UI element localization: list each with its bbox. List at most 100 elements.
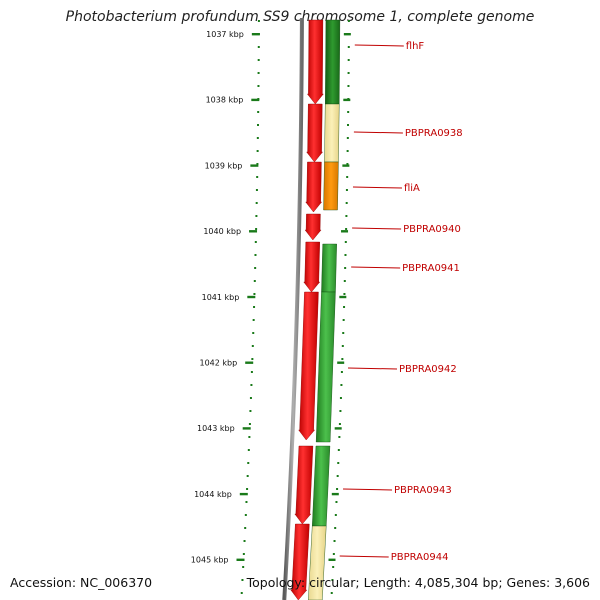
major-tick xyxy=(250,164,259,167)
minor-tick xyxy=(256,137,259,139)
minor-tick xyxy=(257,72,260,74)
tick-label: 1044 kbp xyxy=(194,490,232,499)
forward-gene-arrow xyxy=(298,291,319,441)
major-tick xyxy=(331,492,339,496)
label-leader-line xyxy=(343,488,393,491)
minor-tick xyxy=(247,462,250,464)
minor-tick xyxy=(251,358,254,360)
minor-tick xyxy=(347,124,350,126)
minor-tick xyxy=(242,566,245,568)
minor-tick xyxy=(242,553,245,555)
minor-tick xyxy=(241,579,244,581)
minor-tick xyxy=(257,20,260,22)
minor-tick xyxy=(341,358,344,360)
minor-tick xyxy=(246,488,249,490)
label-leader-line xyxy=(347,367,398,370)
minor-tick xyxy=(344,254,347,256)
label-leader-line xyxy=(352,186,402,189)
minor-tick xyxy=(248,423,251,425)
tick-marks: 1037 kbp 1038 kbp 1039 kbp 1040 kbp 1041 kbp… xyxy=(191,30,351,565)
backbone-line xyxy=(282,17,304,600)
forward-gene-arrow xyxy=(294,445,314,525)
minor-tick xyxy=(347,111,350,113)
tick-label: 1039 kbp xyxy=(205,161,243,170)
minor-tick xyxy=(251,345,254,347)
genome-summary: Topology: circular; Length: 4,085,304 bp… xyxy=(246,575,590,590)
minor-tick xyxy=(244,527,247,529)
minor-tick xyxy=(336,475,339,477)
reverse-gene-bar xyxy=(312,445,331,527)
minor-tick xyxy=(342,332,345,334)
minor-tick xyxy=(252,332,255,334)
major-tick xyxy=(236,558,245,561)
label-leader-line xyxy=(353,131,403,134)
minor-tick xyxy=(346,163,349,165)
minor-tick xyxy=(334,527,337,529)
minor-tick xyxy=(339,410,342,412)
major-tick xyxy=(251,98,260,102)
minor-tick xyxy=(332,553,335,555)
major-tick xyxy=(342,164,350,167)
minor-tick xyxy=(243,540,246,542)
minor-tick xyxy=(255,202,258,204)
minor-tick xyxy=(255,189,258,191)
gene-labels: flhF PBPRA0938 fliA PBPRA0940 PBPRA0941 PBPRA… xyxy=(339,41,463,563)
tick-label: 1040 kbp xyxy=(203,227,241,236)
gene-label: PBPRA0944 xyxy=(391,552,449,563)
forward-gene-arrow xyxy=(290,523,310,600)
minor-tick xyxy=(257,46,260,48)
minor-tick xyxy=(246,475,249,477)
minor-tick xyxy=(253,293,256,295)
minor-tick xyxy=(254,241,257,243)
minor-tick xyxy=(249,410,252,412)
gene-label: flhF xyxy=(406,41,425,52)
forward-strand-genes xyxy=(290,19,324,600)
minor-tick xyxy=(347,59,350,61)
major-tick xyxy=(341,230,349,233)
minor-tick xyxy=(347,72,350,74)
minor-tick xyxy=(247,449,250,451)
minor-tick xyxy=(341,345,344,347)
minor-tick xyxy=(253,306,256,308)
minor-tick xyxy=(347,20,350,22)
minor-tick xyxy=(256,150,259,152)
minor-tick xyxy=(345,228,348,230)
minor-tick xyxy=(254,254,257,256)
reverse-gene-bar xyxy=(308,525,327,600)
minor-tick xyxy=(332,566,335,568)
minor-tick xyxy=(240,592,243,594)
reverse-gene-bar xyxy=(323,161,339,211)
minor-tick xyxy=(338,436,341,438)
minor-tick xyxy=(257,124,260,126)
major-tick xyxy=(337,361,345,364)
minor-tick xyxy=(342,319,345,321)
reverse-strand-genes xyxy=(308,19,341,600)
minor-tick xyxy=(256,163,259,165)
minor-tick xyxy=(335,501,338,503)
gene-label: fliA xyxy=(404,183,420,194)
minor-tick xyxy=(257,85,260,87)
minor-tick xyxy=(343,293,346,295)
minor-tick xyxy=(331,579,334,581)
forward-gene-arrow xyxy=(305,161,323,213)
gene-label: PBPRA0942 xyxy=(399,364,457,375)
backbone xyxy=(282,17,304,600)
minor-tick xyxy=(336,488,339,490)
minor-tick xyxy=(257,111,260,113)
major-tick xyxy=(245,361,254,364)
major-tick xyxy=(334,427,342,430)
minor-tick xyxy=(340,384,343,386)
forward-gene-arrow xyxy=(304,213,322,241)
minor-tick xyxy=(245,501,248,503)
major-tick xyxy=(251,33,260,36)
minor-tick xyxy=(249,397,252,399)
minor-tick xyxy=(254,267,257,269)
tick-label: 1043 kbp xyxy=(197,424,235,433)
minor-tick xyxy=(250,384,253,386)
minor-tick xyxy=(250,371,253,373)
minor-tick xyxy=(255,215,258,217)
label-leader-line xyxy=(339,555,389,558)
minor-tick xyxy=(337,462,340,464)
minor-tick xyxy=(345,202,348,204)
tick-label: 1038 kbp xyxy=(206,96,244,105)
